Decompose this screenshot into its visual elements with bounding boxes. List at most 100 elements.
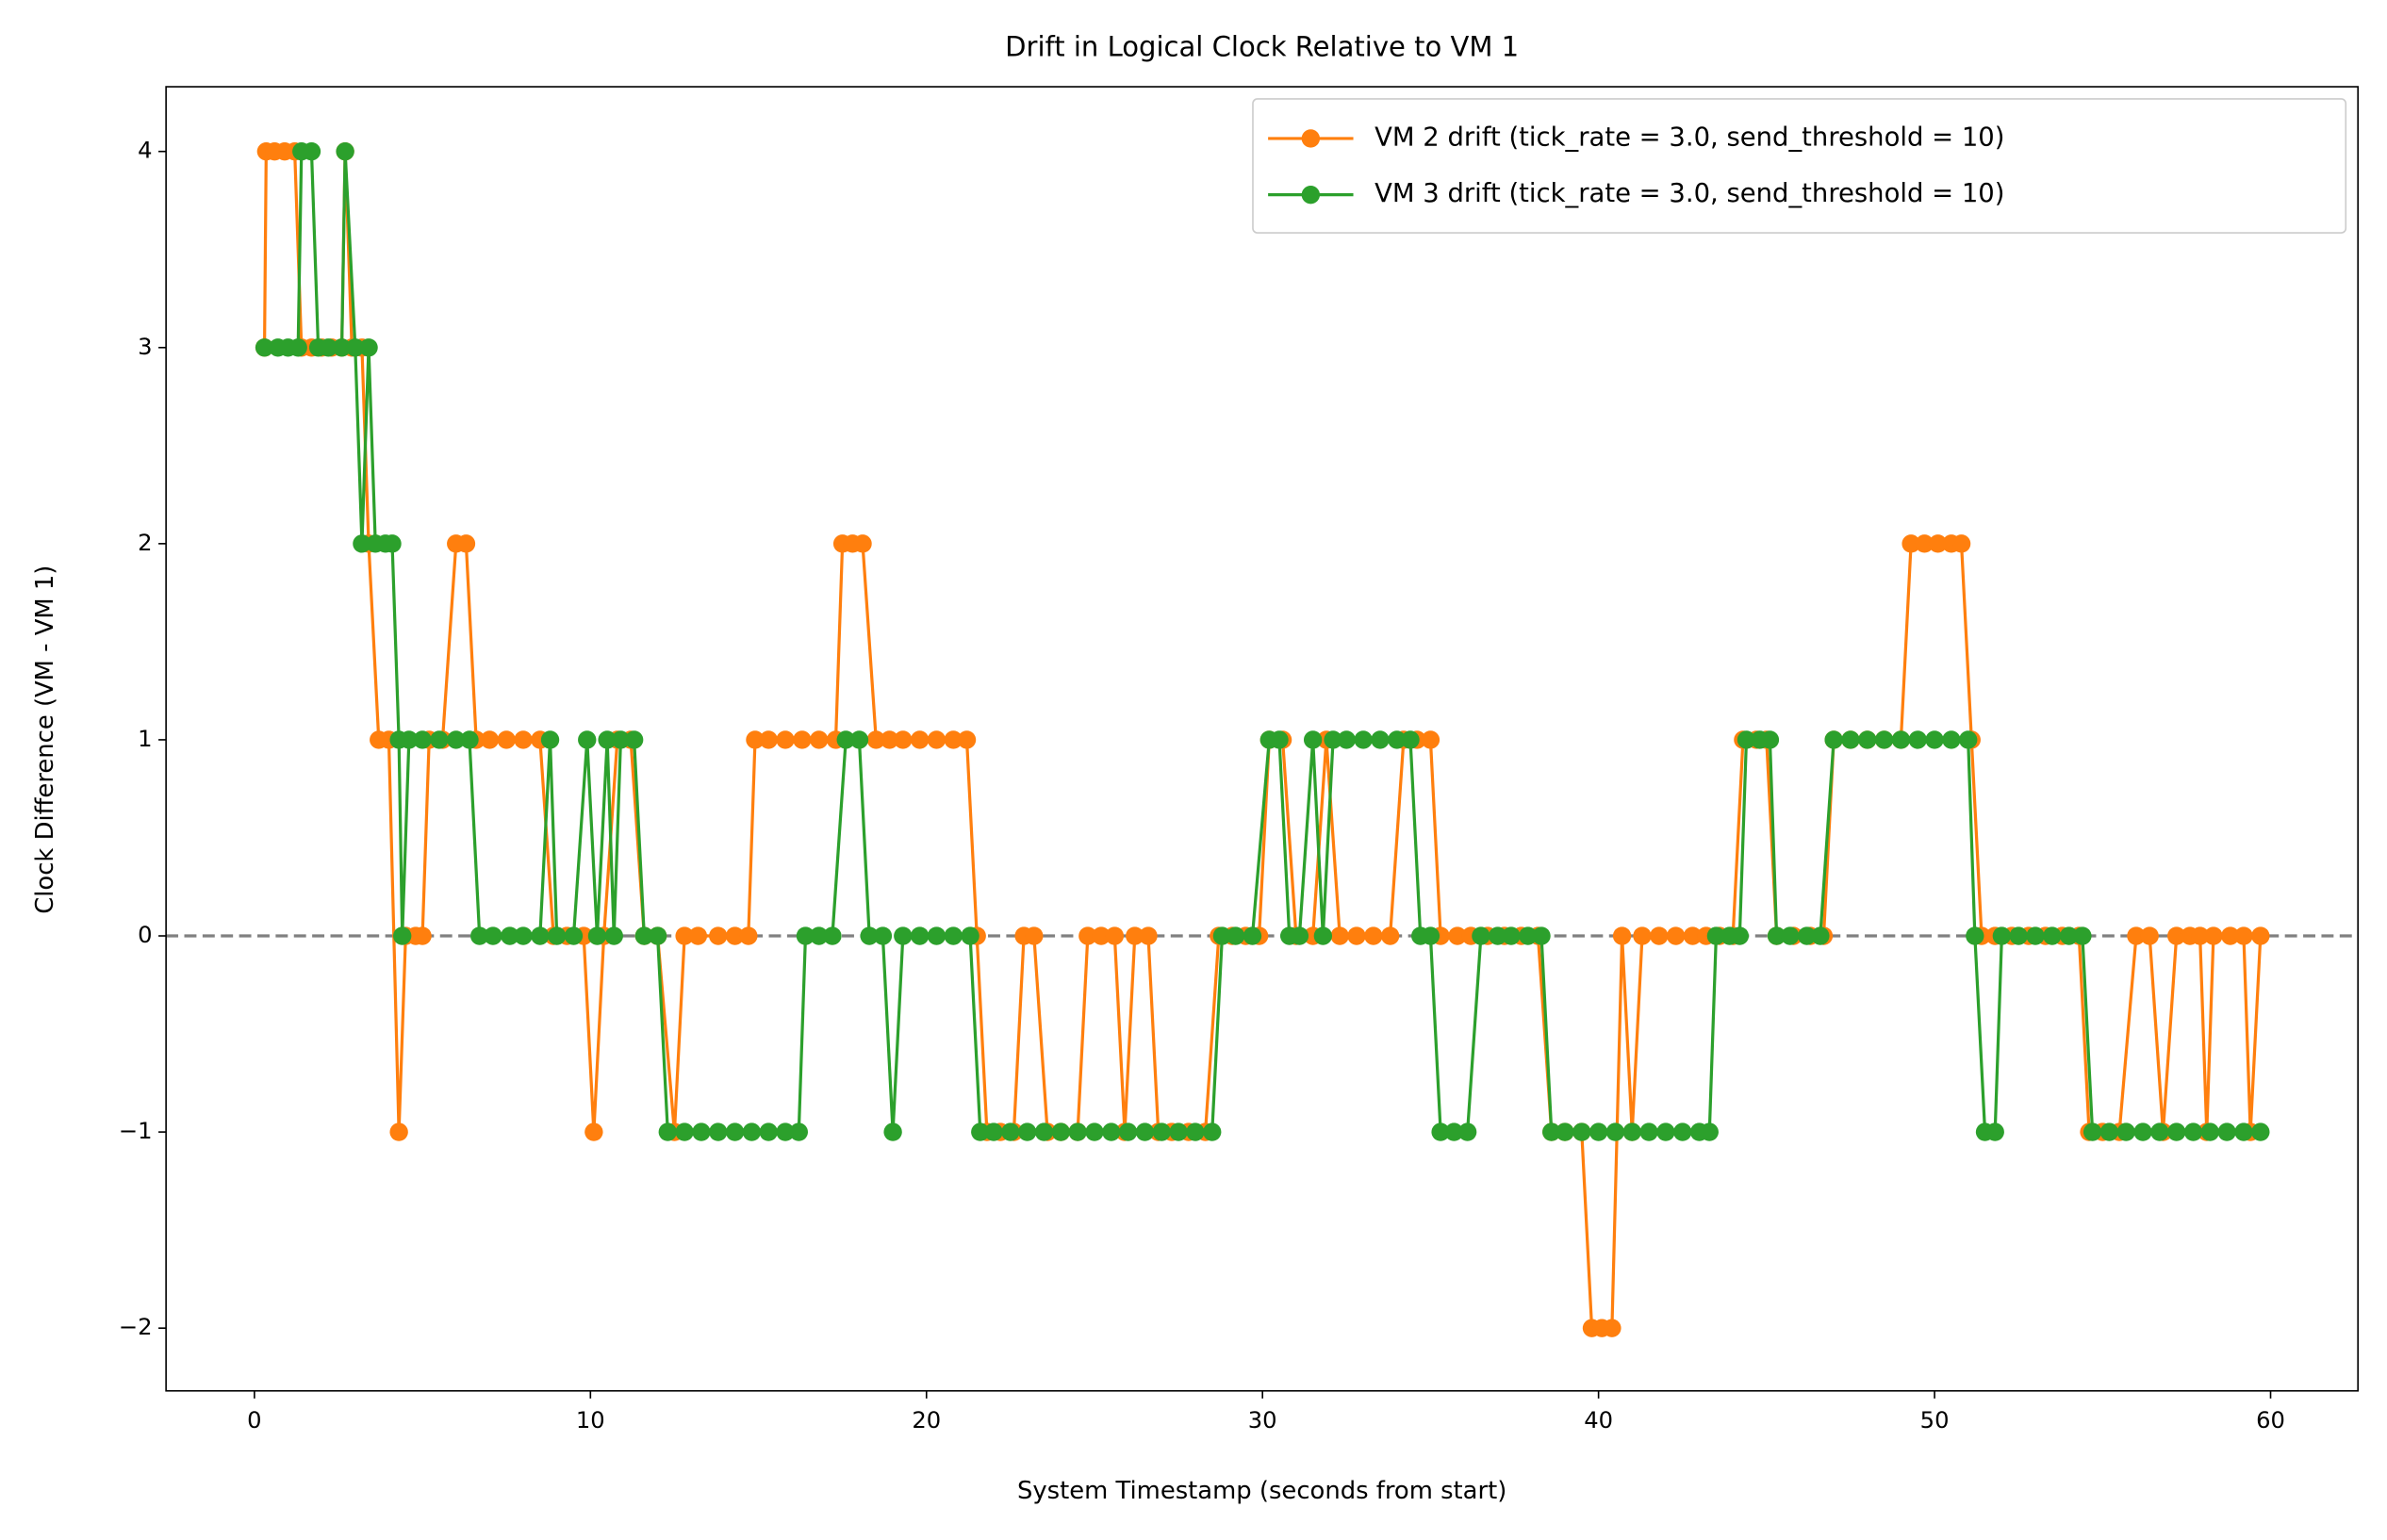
data-point — [1243, 926, 1262, 945]
legend-marker — [1301, 185, 1321, 205]
data-point — [2127, 926, 2146, 945]
data-point — [776, 1122, 795, 1141]
data-point — [793, 730, 812, 749]
data-point — [1105, 926, 1125, 945]
y-axis-label: Clock Difference (VM - VM 1) — [31, 565, 59, 914]
data-point — [1760, 730, 1780, 749]
data-point — [1666, 926, 1686, 945]
data-point — [1186, 1122, 1205, 1141]
data-point — [1401, 730, 1420, 749]
data-point — [2099, 1122, 2119, 1141]
data-point — [1313, 926, 1333, 945]
data-point — [894, 926, 913, 945]
data-point — [883, 1122, 902, 1141]
data-point — [484, 926, 502, 945]
data-point — [1603, 1319, 1622, 1337]
chart-title: Drift in Logical Clock Relative to VM 1 — [1005, 31, 1519, 63]
data-point — [2116, 1122, 2135, 1141]
data-point — [1730, 926, 1750, 945]
x-tick-label: 30 — [1248, 1407, 1277, 1434]
data-point — [540, 730, 560, 749]
x-tick-label: 20 — [912, 1407, 941, 1434]
data-point — [1212, 926, 1232, 945]
y-tick-label: 4 — [138, 138, 152, 164]
data-point — [1874, 730, 1894, 749]
data-point — [2043, 926, 2062, 945]
data-point — [497, 730, 516, 749]
data-point — [359, 338, 378, 357]
data-point — [860, 926, 879, 945]
y-tick-label: 3 — [138, 334, 152, 360]
data-point — [823, 926, 842, 945]
data-point — [648, 926, 667, 945]
data-point — [1556, 1122, 1574, 1141]
data-point — [2009, 926, 2028, 945]
data-point — [1951, 534, 1971, 553]
data-point — [759, 730, 778, 749]
x-tick-label: 0 — [247, 1407, 261, 1434]
axes-frame — [165, 86, 2359, 1392]
x-axis-label: System Timestamp (seconds from start) — [1017, 1477, 1506, 1505]
data-point — [1706, 926, 1726, 945]
data-point — [1908, 730, 1927, 749]
data-point — [346, 338, 365, 357]
data-point — [336, 142, 354, 161]
data-point — [1118, 1122, 1138, 1141]
data-point — [634, 926, 654, 945]
legend-label: VM 2 drift (tick_rate = 3.0, send_thresh… — [1375, 123, 2004, 152]
data-point — [776, 730, 795, 749]
data-point — [810, 730, 829, 749]
data-point — [2204, 926, 2223, 945]
data-point — [587, 926, 607, 945]
data-point — [1589, 1122, 1608, 1141]
data-point — [2150, 1122, 2169, 1141]
data-point — [1364, 926, 1383, 945]
data-point — [2221, 926, 2240, 945]
data-point — [2167, 1122, 2186, 1141]
data-point — [1330, 926, 1349, 945]
data-point — [1992, 926, 2012, 945]
data-point — [2251, 1122, 2270, 1141]
data-point — [927, 730, 947, 749]
data-point — [1542, 1122, 1561, 1141]
data-point — [1915, 534, 1934, 553]
data-point — [501, 926, 519, 945]
data-point — [1034, 1122, 1054, 1141]
data-point — [910, 730, 930, 749]
data-point — [1605, 1122, 1625, 1141]
data-point — [1354, 730, 1373, 749]
data-point — [447, 730, 466, 749]
data-point — [1472, 926, 1490, 945]
series — [255, 142, 2270, 1141]
data-point — [880, 730, 899, 749]
data-point — [1797, 926, 1817, 945]
data-point — [873, 926, 893, 945]
data-point — [456, 534, 476, 553]
data-point — [894, 730, 913, 749]
data-point — [2234, 1122, 2253, 1141]
legend: VM 2 drift (tick_rate = 3.0, send_thresh… — [1252, 98, 2347, 234]
data-point — [480, 730, 500, 749]
data-point — [725, 1122, 745, 1141]
data-point — [1169, 1122, 1188, 1141]
data-point — [658, 1122, 677, 1141]
data-point — [1139, 926, 1158, 945]
data-point — [1152, 1122, 1171, 1141]
data-point — [2217, 1122, 2236, 1141]
data-point — [1444, 1122, 1464, 1141]
data-point — [578, 730, 597, 749]
data-point — [430, 730, 449, 749]
data-point — [1203, 1122, 1222, 1141]
data-point — [1700, 1122, 1719, 1141]
data-point — [675, 926, 694, 945]
data-point — [1519, 926, 1538, 945]
data-point — [1017, 1122, 1037, 1141]
data-point — [1380, 926, 1400, 945]
data-point — [1767, 926, 1786, 945]
data-point — [1388, 730, 1407, 749]
data-point — [1633, 926, 1652, 945]
data-point — [1925, 730, 1944, 749]
data-point — [1639, 1122, 1658, 1141]
data-point — [927, 926, 947, 945]
data-point — [302, 142, 321, 161]
